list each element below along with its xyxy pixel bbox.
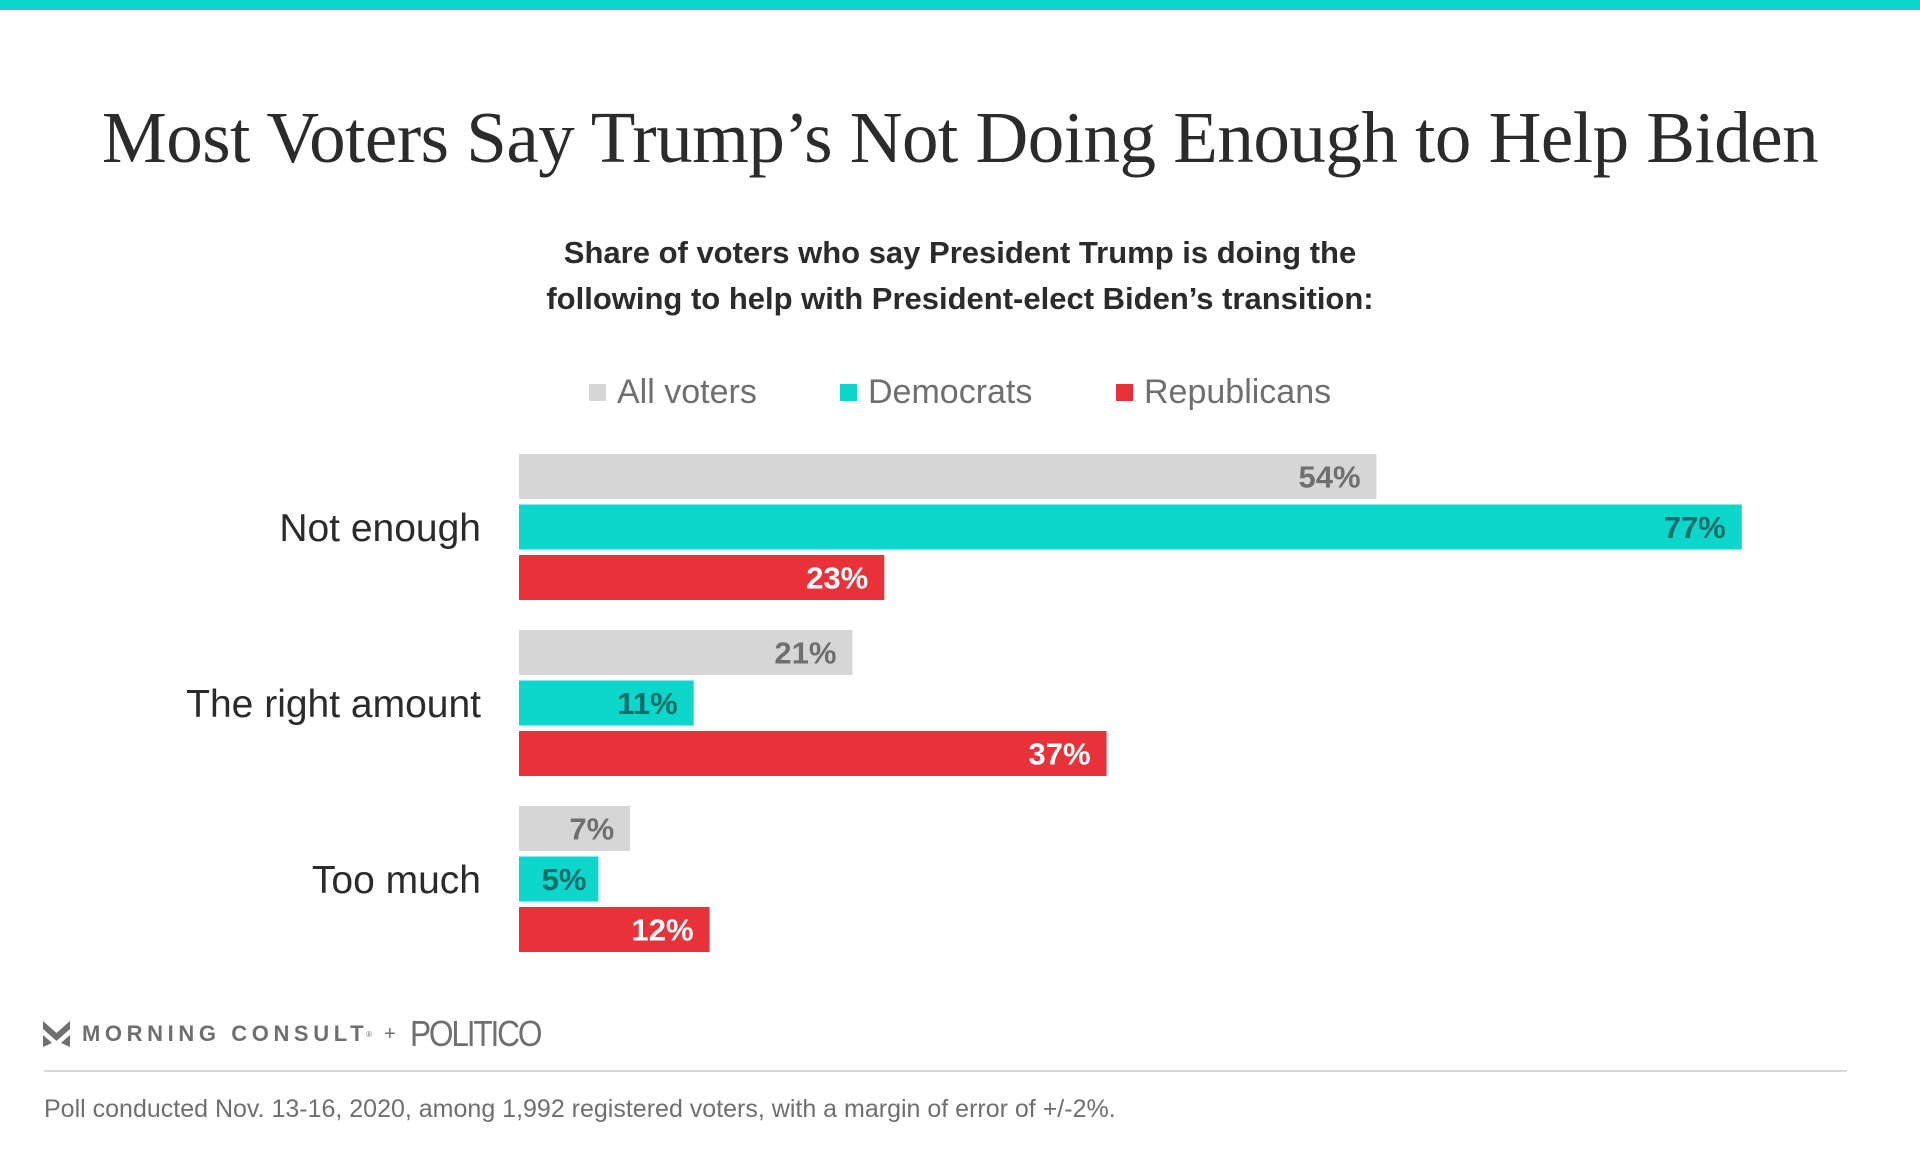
bar-not-enough-all-voters xyxy=(519,454,1377,499)
chart-title: Most Voters Say Trump’s Not Doing Enough… xyxy=(101,97,1819,178)
brand-logos: MORNING CONSULT ® + POLITICO xyxy=(43,1013,558,1054)
bar-too-much-democrats xyxy=(519,856,599,902)
legend-label-democrats: Democrats xyxy=(868,372,1033,411)
plus-sign: + xyxy=(384,1022,396,1045)
subtitle-line-1: Share of voters who say President Trump … xyxy=(563,235,1357,270)
category-label-not-enough: Not enough xyxy=(279,507,481,550)
category-label-too-much: Too much xyxy=(312,859,481,902)
legend-swatch-republicans xyxy=(1116,383,1133,401)
data-label-too-much-all-voters: 7% xyxy=(569,812,614,847)
politico-wordmark: POLITICO xyxy=(409,1013,542,1054)
data-label-too-much-republicans: 12% xyxy=(632,913,694,948)
data-label-not-enough-democrats: 77% xyxy=(1664,510,1726,545)
legend-swatch-all-voters xyxy=(589,383,606,401)
legend-item-democrats: Democrats xyxy=(840,372,1032,412)
bar-chart: Not enough 54% 77% 23% The right amount 21% 11… xyxy=(186,454,1742,952)
data-label-not-enough-republicans: 23% xyxy=(806,561,868,596)
bar-too-much-all-voters xyxy=(519,806,631,851)
footer-divider xyxy=(44,1070,1847,1072)
legend: All voters Democrats Republicans xyxy=(0,372,1920,412)
bar-too-much-republicans xyxy=(519,907,710,952)
data-label-the-right-amount-all-voters: 21% xyxy=(774,636,836,671)
legend-item-all-voters: All voters xyxy=(589,372,757,412)
top-accent-bar xyxy=(0,0,1920,10)
registered-mark: ® xyxy=(366,1029,373,1039)
methodology-footnote: Poll conducted Nov. 13-16, 2020, among 1… xyxy=(44,1095,1116,1123)
bar-not-enough-republicans xyxy=(519,555,885,600)
data-label-not-enough-all-voters: 54% xyxy=(1298,460,1360,495)
morning-consult-wordmark: MORNING CONSULT xyxy=(82,1021,369,1046)
bar-not-enough-democrats xyxy=(519,504,1742,550)
subtitle-line-2: following to help with President-elect B… xyxy=(546,281,1374,316)
data-label-too-much-democrats: 5% xyxy=(542,862,587,897)
data-label-the-right-amount-democrats: 11% xyxy=(617,686,677,721)
bar-the-right-amount-republicans xyxy=(519,731,1107,776)
data-label-the-right-amount-republicans: 37% xyxy=(1029,737,1091,772)
legend-label-republicans: Republicans xyxy=(1144,372,1332,411)
chart-subtitle: Share of voters who say President Trump … xyxy=(0,230,1920,322)
bar-the-right-amount-all-voters xyxy=(519,630,853,675)
category-label-the-right-amount: The right amount xyxy=(186,683,481,726)
bar-the-right-amount-democrats xyxy=(519,680,694,726)
legend-swatch-democrats xyxy=(840,383,857,401)
morning-consult-logo-icon xyxy=(43,1021,70,1047)
legend-item-republicans: Republicans xyxy=(1116,372,1331,412)
legend-label-all-voters: All voters xyxy=(617,372,757,411)
